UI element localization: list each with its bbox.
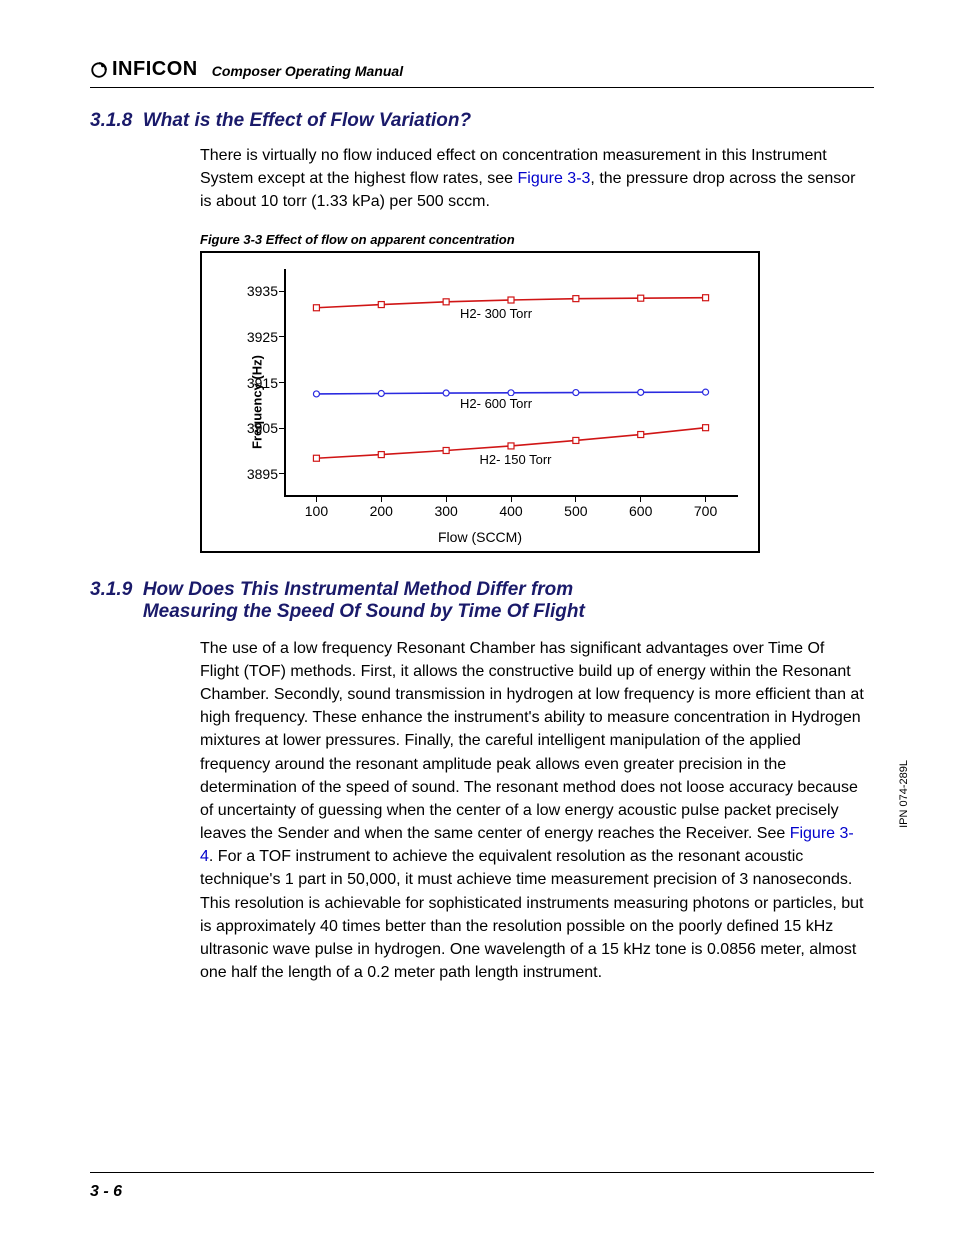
para-text: The use of a low frequency Resonant Cham… bbox=[200, 640, 864, 843]
y-tick bbox=[279, 382, 284, 383]
plot-area: 3895390539153925393510020030040050060070… bbox=[284, 269, 738, 497]
x-tick bbox=[316, 497, 317, 502]
series-marker bbox=[313, 455, 319, 461]
x-tick bbox=[575, 497, 576, 502]
brand-logo: INFICON bbox=[90, 58, 198, 81]
series-marker bbox=[378, 451, 384, 457]
section-title-line2: Measuring the Speed Of Sound by Time Of … bbox=[143, 601, 585, 622]
series-marker bbox=[313, 304, 319, 310]
page-header: INFICON Composer Operating Manual bbox=[90, 58, 874, 88]
para-text: . For a TOF instrument to achieve the eq… bbox=[200, 848, 863, 981]
ipn-label: IPN 074-289L bbox=[898, 760, 910, 828]
x-tick bbox=[381, 497, 382, 502]
chart-container: Frequency (Hz) 3895390539153925393510020… bbox=[200, 251, 760, 553]
y-tick bbox=[279, 291, 284, 292]
x-tick bbox=[705, 497, 706, 502]
page: INFICON Composer Operating Manual 3.1.8 … bbox=[0, 0, 954, 1235]
y-tick bbox=[279, 473, 284, 474]
x-tick-label: 600 bbox=[629, 503, 652, 519]
y-tick-label: 3895 bbox=[247, 466, 278, 482]
y-tick-label: 3925 bbox=[247, 329, 278, 345]
y-tick-label: 3935 bbox=[247, 283, 278, 299]
section-number: 3.1.8 bbox=[90, 110, 132, 131]
series-label: H2- 300 Torr bbox=[458, 306, 534, 321]
series-marker bbox=[703, 389, 709, 395]
y-tick-label: 3905 bbox=[247, 420, 278, 436]
section-heading-319: 3.1.9 How Does This Instrumental Method … bbox=[90, 579, 874, 623]
series-marker bbox=[508, 442, 514, 448]
x-tick-label: 700 bbox=[694, 503, 717, 519]
series-marker bbox=[703, 294, 709, 300]
series-marker bbox=[573, 437, 579, 443]
series-marker bbox=[443, 390, 449, 396]
page-number: 3 - 6 bbox=[90, 1183, 122, 1201]
footer-rule bbox=[90, 1172, 874, 1173]
series-marker bbox=[638, 431, 644, 437]
x-tick-label: 400 bbox=[499, 503, 522, 519]
section-heading-318: 3.1.8 What is the Effect of Flow Variati… bbox=[90, 110, 874, 132]
series-marker bbox=[508, 389, 514, 395]
brand-text: INFICON bbox=[112, 58, 198, 81]
series-marker bbox=[378, 390, 384, 396]
x-tick-label: 500 bbox=[564, 503, 587, 519]
x-tick-label: 100 bbox=[305, 503, 328, 519]
series-marker bbox=[508, 297, 514, 303]
series-marker bbox=[703, 424, 709, 430]
series-marker bbox=[638, 389, 644, 395]
series-marker bbox=[443, 298, 449, 304]
x-tick bbox=[446, 497, 447, 502]
x-axis-label: Flow (SCCM) bbox=[202, 529, 758, 545]
section-318-body: There is virtually no flow induced effec… bbox=[200, 144, 864, 214]
series-marker bbox=[638, 295, 644, 301]
series-marker bbox=[573, 389, 579, 395]
series-label: H2- 150 Torr bbox=[477, 452, 553, 467]
x-tick bbox=[640, 497, 641, 502]
logo-icon bbox=[90, 61, 108, 79]
series-marker bbox=[313, 391, 319, 397]
series-marker bbox=[443, 447, 449, 453]
x-tick-label: 300 bbox=[434, 503, 457, 519]
section-title: What is the Effect of Flow Variation? bbox=[143, 110, 471, 131]
x-tick bbox=[511, 497, 512, 502]
section-title-line1: How Does This Instrumental Method Differ… bbox=[143, 579, 573, 600]
figure-caption: Figure 3-3 Effect of flow on apparent co… bbox=[200, 232, 874, 247]
series-marker bbox=[573, 295, 579, 301]
series-label: H2- 600 Torr bbox=[458, 396, 534, 411]
section-number: 3.1.9 bbox=[90, 579, 132, 600]
doc-title: Composer Operating Manual bbox=[212, 63, 403, 81]
y-tick bbox=[279, 336, 284, 337]
section-319-body: The use of a low frequency Resonant Cham… bbox=[200, 637, 864, 985]
x-tick-label: 200 bbox=[370, 503, 393, 519]
figure-xref[interactable]: Figure 3-3 bbox=[518, 170, 591, 187]
series-marker bbox=[378, 301, 384, 307]
y-tick bbox=[279, 428, 284, 429]
y-tick-label: 3915 bbox=[247, 375, 278, 391]
